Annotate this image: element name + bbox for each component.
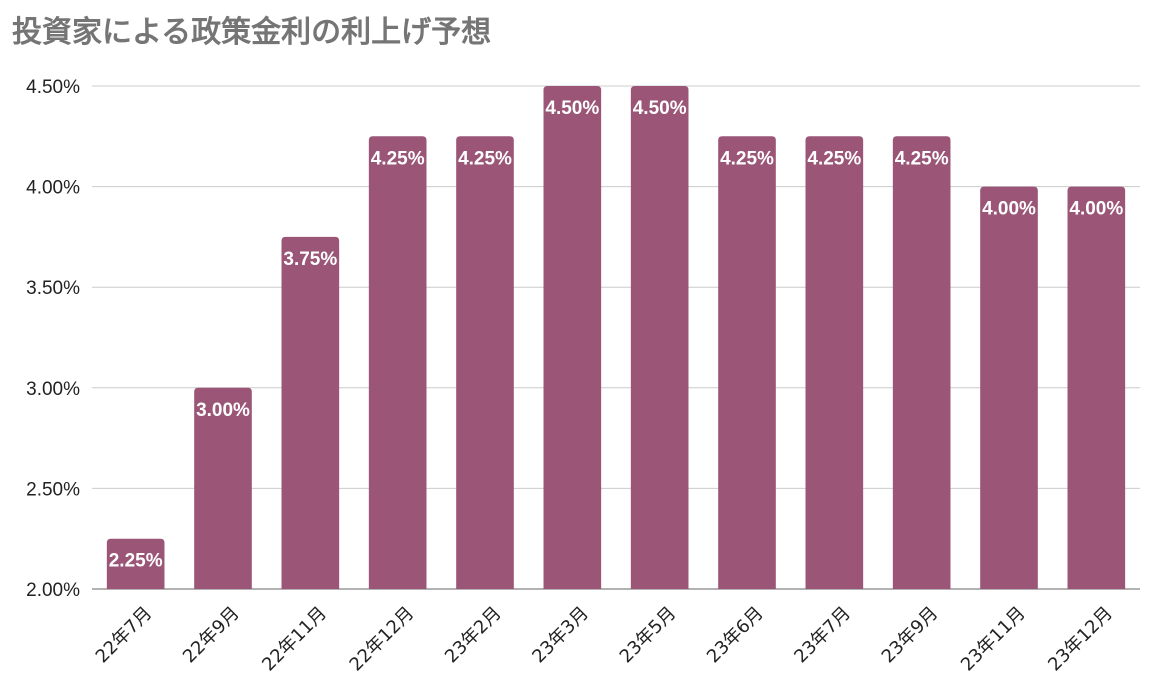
x-axis-ticks: 22年7月 22年9月 22年11月 22年12月 23年2月 23年3月 23年5月 23年… [92, 603, 1117, 676]
bar [980, 186, 1038, 589]
bar [1067, 186, 1126, 589]
data-label: 3.00% [196, 400, 250, 421]
data-label: 4.25% [458, 148, 512, 169]
data-label: 2.25% [109, 551, 163, 572]
y-axis-ticks: 2.00% 2.50% 3.00% 3.50% 4.00% 4.50% [26, 77, 80, 601]
x-tick-label: 22年12月 [346, 603, 419, 676]
bar [368, 136, 427, 590]
data-label: 4.25% [371, 148, 425, 169]
chart-title: 投資家による政策金利の利上げ予想 [12, 15, 491, 50]
bars [106, 86, 1126, 590]
bar [892, 136, 951, 590]
x-tick-label: 23年5月 [616, 603, 681, 668]
x-tick-label: 22年7月 [92, 603, 157, 668]
y-tick-label: 4.50% [26, 77, 80, 98]
y-tick-label: 2.00% [26, 580, 80, 601]
y-tick-label: 2.50% [26, 479, 80, 500]
bar [106, 538, 165, 589]
data-label: 4.00% [982, 199, 1036, 220]
bar [543, 86, 602, 589]
gridlines [92, 85, 1140, 590]
bar [805, 136, 864, 590]
bar [281, 236, 340, 589]
bar [630, 86, 689, 589]
x-tick-label: 23年7月 [790, 603, 855, 668]
data-label: 4.00% [1069, 199, 1123, 220]
x-tick-label: 23年2月 [441, 603, 506, 668]
data-label: 4.25% [895, 148, 949, 169]
x-tick-label: 22年11月 [258, 603, 331, 676]
data-label: 4.25% [807, 148, 861, 169]
data-label: 3.75% [283, 249, 337, 270]
x-tick-label: 23年9月 [878, 603, 943, 668]
data-labels: 2.25% 3.00% 3.75% 4.25% 4.25% 4.50% 4.50% 4.25%… [107, 96, 1126, 574]
x-tick-label: 22年9月 [179, 603, 244, 668]
bar [718, 136, 776, 590]
bar [456, 136, 514, 590]
y-tick-label: 4.00% [26, 178, 80, 199]
data-label: 4.25% [720, 148, 774, 169]
bar [194, 387, 252, 589]
x-tick-label: 23年11月 [957, 603, 1030, 676]
x-tick-label: 23年6月 [703, 603, 768, 668]
x-tick-label: 23年3月 [528, 603, 593, 668]
data-label: 4.50% [545, 98, 599, 119]
y-tick-label: 3.00% [26, 379, 80, 400]
data-label: 4.50% [633, 98, 687, 119]
x-tick-label: 23年12月 [1044, 603, 1117, 676]
y-tick-label: 3.50% [26, 278, 80, 299]
